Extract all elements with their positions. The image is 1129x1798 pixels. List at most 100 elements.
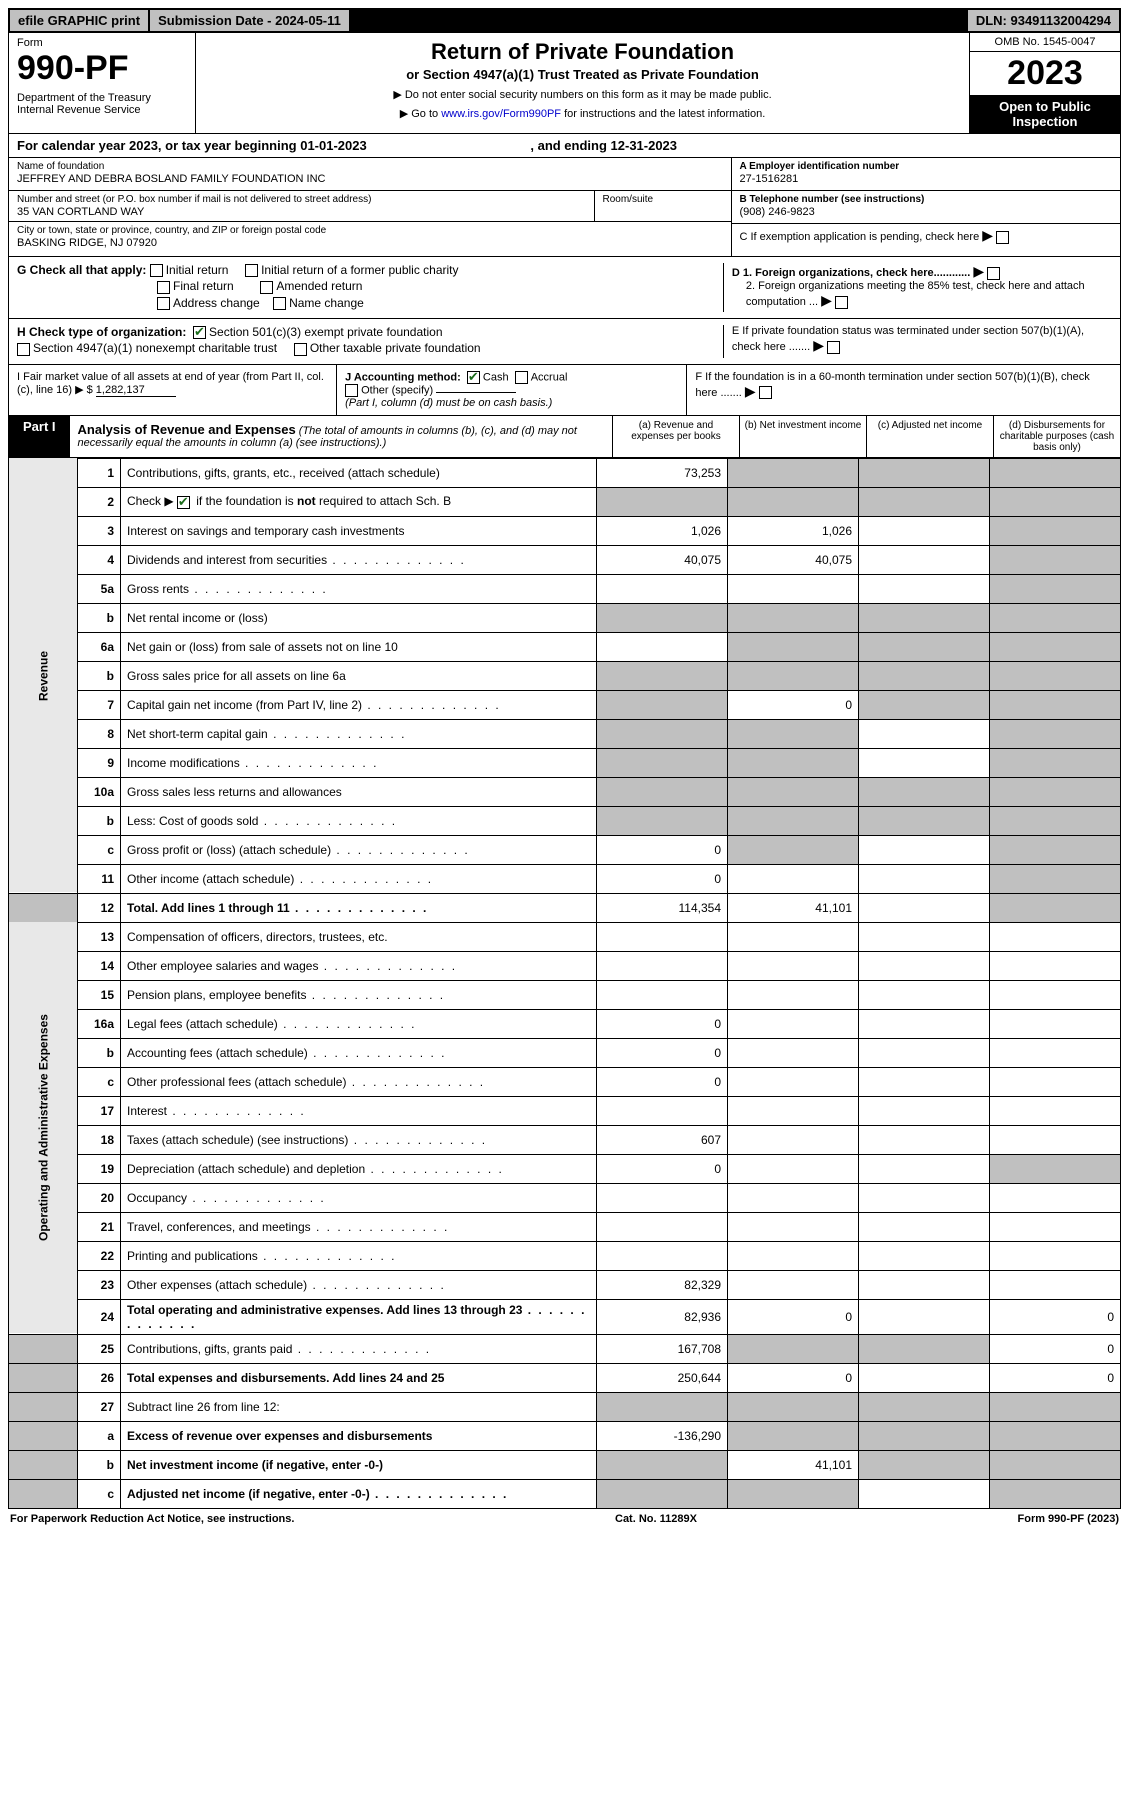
footer-center: Cat. No. 11289X (615, 1513, 697, 1525)
section-c-label: C If exemption application is pending, c… (740, 231, 980, 243)
chk-d2[interactable] (835, 296, 848, 309)
desc: Net rental income or (loss) (121, 603, 597, 632)
desc: Net short-term capital gain (121, 719, 597, 748)
chk-f[interactable] (759, 386, 772, 399)
form-title: Return of Private Foundation (202, 39, 963, 65)
city-value: BASKING RIDGE, NJ 07920 (17, 237, 723, 249)
ln: 13 (78, 922, 121, 951)
desc: Other income (attach schedule) (121, 864, 597, 893)
desc: Gross sales price for all assets on line… (121, 661, 597, 690)
col-b-header: (b) Net investment income (739, 416, 866, 457)
desc: Taxes (attach schedule) (see instruction… (121, 1125, 597, 1154)
desc: Other expenses (attach schedule) (121, 1270, 597, 1299)
val-a: 0 (597, 835, 728, 864)
val-a: 0 (597, 1067, 728, 1096)
desc: Subtract line 26 from line 12: (121, 1392, 597, 1421)
chk-sch-b[interactable] (177, 496, 190, 509)
ln: 19 (78, 1154, 121, 1183)
chk-initial-former[interactable] (245, 264, 258, 277)
ln: 17 (78, 1096, 121, 1125)
entity-info: Name of foundation JEFFREY AND DEBRA BOS… (8, 158, 1121, 257)
tax-year: 2023 (970, 52, 1120, 95)
form-label: Form (17, 37, 187, 49)
chk-name-change[interactable] (273, 297, 286, 310)
cy-end: , and ending 12-31-2023 (530, 138, 677, 153)
chk-d1[interactable] (987, 267, 1000, 280)
chk-4947[interactable] (17, 343, 30, 356)
val-a: 607 (597, 1125, 728, 1154)
val-a: 0 (597, 1154, 728, 1183)
part1-header: Part I Analysis of Revenue and Expenses … (8, 416, 1121, 458)
desc: Dividends and interest from securities (121, 545, 597, 574)
ln: c (78, 1067, 121, 1096)
ln: 25 (78, 1334, 121, 1363)
desc: Compensation of officers, directors, tru… (121, 922, 597, 951)
val-b: 0 (728, 1299, 859, 1334)
room-label: Room/suite (595, 191, 731, 221)
col-c-header: (c) Adjusted net income (866, 416, 993, 457)
header-center: Return of Private Foundation or Section … (196, 33, 969, 133)
addr-label: Number and street (or P.O. box number if… (17, 194, 586, 205)
ln: b (78, 1450, 121, 1479)
footer-left: For Paperwork Reduction Act Notice, see … (10, 1513, 294, 1525)
section-h-e: H Check type of organization: Section 50… (8, 319, 1121, 365)
desc: Total expenses and disbursements. Add li… (121, 1363, 597, 1392)
desc: Contributions, gifts, grants, etc., rece… (121, 458, 597, 487)
desc: Other employee salaries and wages (121, 951, 597, 980)
ln: 7 (78, 690, 121, 719)
chk-addr-change[interactable] (157, 297, 170, 310)
val-a: 82,936 (597, 1299, 728, 1334)
ln: c (78, 835, 121, 864)
j-label: J Accounting method: (345, 371, 461, 383)
form-number: 990-PF (17, 49, 187, 88)
ln: 18 (78, 1125, 121, 1154)
desc: Pension plans, employee benefits (121, 980, 597, 1009)
irs-link[interactable]: www.irs.gov/Form990PF (441, 108, 561, 120)
chk-other-method[interactable] (345, 384, 358, 397)
val-b: 0 (728, 1363, 859, 1392)
ln: 5a (78, 574, 121, 603)
chk-other-taxable[interactable] (294, 343, 307, 356)
city-label: City or town, state or province, country… (17, 225, 723, 236)
lbl-cash: Cash (483, 371, 509, 383)
form-header: Form 990-PF Department of the Treasury I… (8, 33, 1121, 134)
i-value: 1,282,137 (96, 384, 176, 397)
chk-e[interactable] (827, 341, 840, 354)
footer-right: Form 990-PF (2023) (1018, 1513, 1119, 1525)
val-a: -136,290 (597, 1421, 728, 1450)
val-a: 1,026 (597, 516, 728, 545)
chk-amended[interactable] (260, 281, 273, 294)
phone-label: B Telephone number (see instructions) (740, 194, 1113, 205)
desc: Legal fees (attach schedule) (121, 1009, 597, 1038)
top-bar: efile GRAPHIC print Submission Date - 20… (8, 8, 1121, 33)
j-note: (Part I, column (d) must be on cash basi… (345, 397, 552, 409)
lbl-amended: Amended return (276, 279, 362, 293)
ln: 3 (78, 516, 121, 545)
val-a: 0 (597, 1038, 728, 1067)
ein-value: 27-1516281 (740, 173, 1113, 185)
desc: Net investment income (if negative, ente… (121, 1450, 597, 1479)
chk-initial[interactable] (150, 264, 163, 277)
ln: 24 (78, 1299, 121, 1334)
val-d: 0 (990, 1334, 1121, 1363)
chk-accrual[interactable] (515, 371, 528, 384)
desc: Contributions, gifts, grants paid (121, 1334, 597, 1363)
section-c-checkbox[interactable] (996, 231, 1009, 244)
chk-501c3[interactable] (193, 326, 206, 339)
desc: Adjusted net income (if negative, enter … (121, 1479, 597, 1508)
chk-cash[interactable] (467, 371, 480, 384)
val-a: 40,075 (597, 545, 728, 574)
ln: 12 (78, 893, 121, 922)
col-a-header: (a) Revenue and expenses per books (612, 416, 739, 457)
lbl-addr-change: Address change (173, 296, 260, 310)
val-b: 41,101 (728, 1450, 859, 1479)
ln: 20 (78, 1183, 121, 1212)
ln: 8 (78, 719, 121, 748)
part1-label: Part I (9, 416, 70, 457)
val-a: 167,708 (597, 1334, 728, 1363)
desc: Total operating and administrative expen… (121, 1299, 597, 1334)
chk-final[interactable] (157, 281, 170, 294)
ln: 14 (78, 951, 121, 980)
address: 35 VAN CORTLAND WAY (17, 206, 586, 218)
val-a: 250,644 (597, 1363, 728, 1392)
